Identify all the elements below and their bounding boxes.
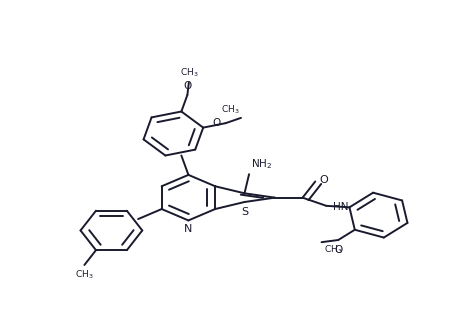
Text: CH$_3$: CH$_3$ — [179, 67, 198, 79]
Text: O: O — [334, 245, 342, 255]
Text: S: S — [241, 207, 248, 217]
Text: O: O — [320, 175, 329, 185]
Text: O: O — [183, 81, 192, 91]
Text: CH$_3$: CH$_3$ — [221, 104, 239, 116]
Text: O: O — [212, 118, 220, 128]
Text: CH$_3$: CH$_3$ — [324, 244, 342, 256]
Text: NH$_2$: NH$_2$ — [252, 157, 272, 171]
Text: HN: HN — [333, 202, 349, 212]
Text: CH$_3$: CH$_3$ — [75, 269, 94, 281]
Text: N: N — [184, 224, 192, 234]
